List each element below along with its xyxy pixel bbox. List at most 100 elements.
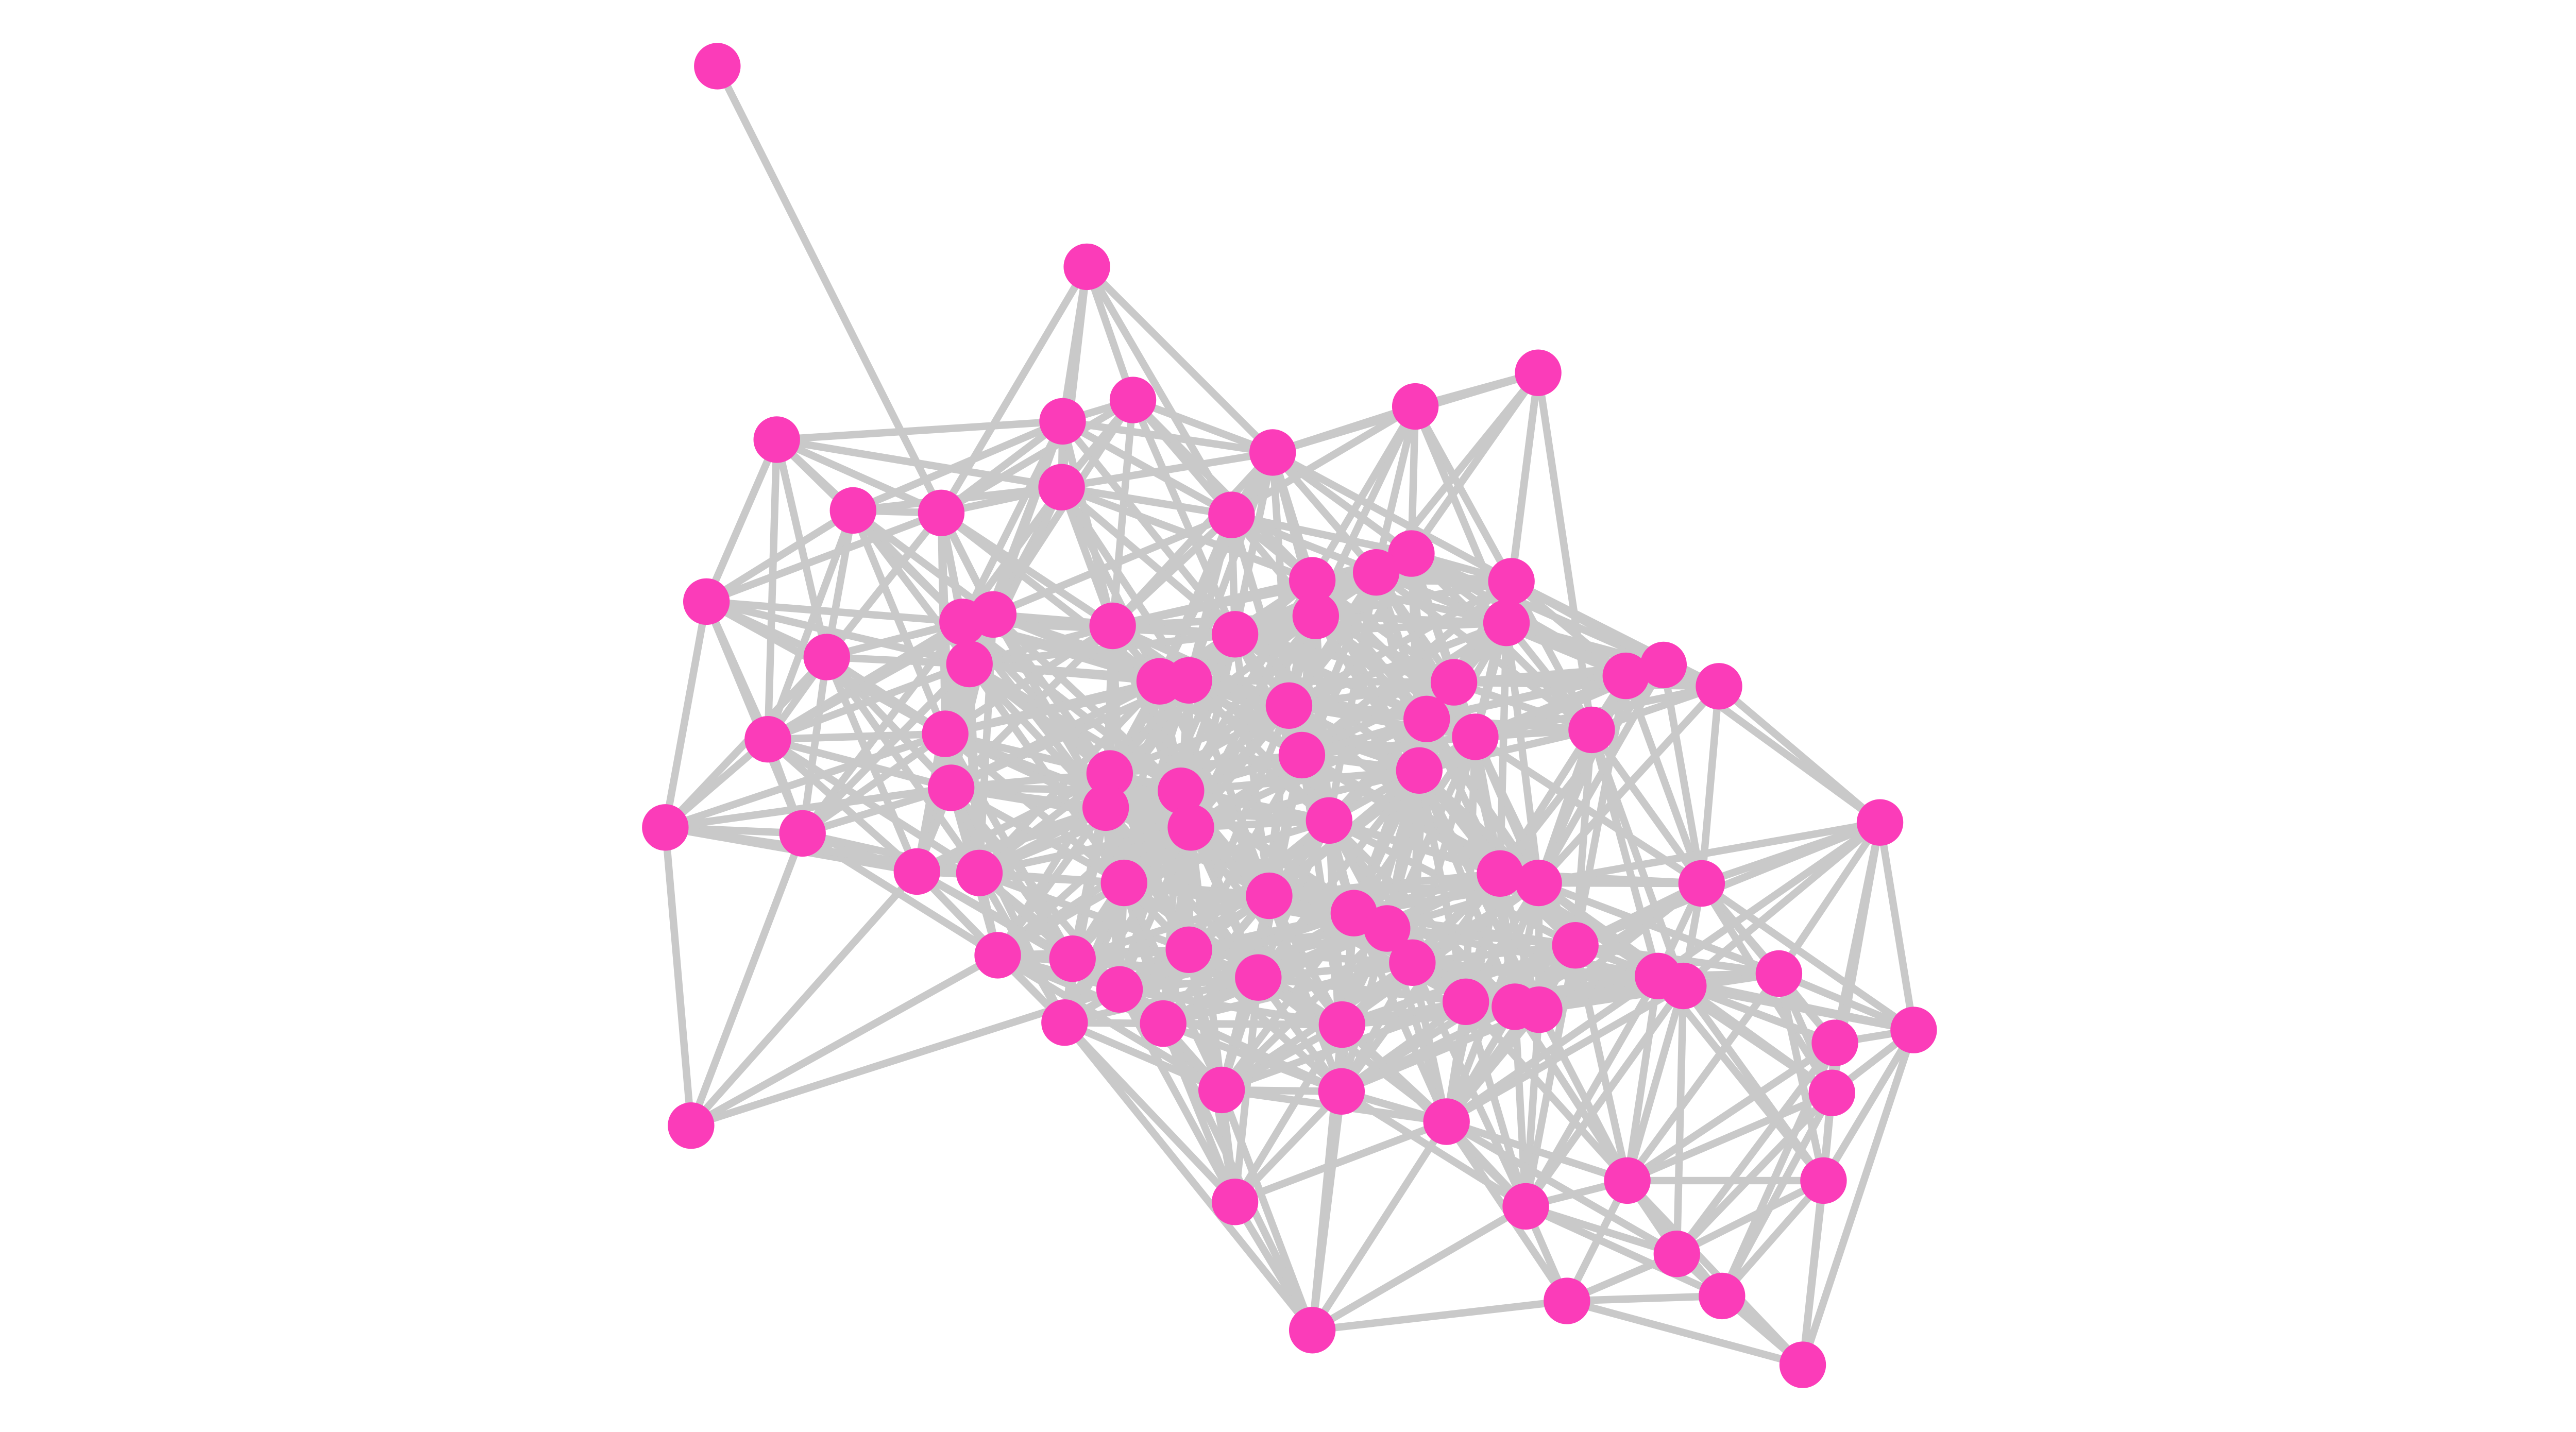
graph-node <box>1278 731 1326 779</box>
graph-edge <box>1287 619 1508 709</box>
graph-edge <box>978 787 1183 877</box>
graph-edge <box>776 436 1062 491</box>
graph-node <box>1483 600 1530 646</box>
graph-edge <box>1063 974 1259 1027</box>
graph-edge <box>1271 403 1417 456</box>
graph-edge <box>1574 942 1780 978</box>
graph-edge <box>1682 982 1837 1047</box>
graph-node <box>1038 464 1085 510</box>
graph-edge <box>1189 676 1454 686</box>
graph-node <box>1039 398 1086 445</box>
graph-node <box>1755 950 1803 997</box>
graph-edge <box>773 438 831 658</box>
graph-node <box>893 848 940 895</box>
graph-edge <box>662 601 710 828</box>
graph-node <box>1515 859 1562 907</box>
graph-edge <box>995 879 1126 959</box>
graph-edge <box>688 869 920 1128</box>
graph-edge <box>662 827 695 1126</box>
graph-node <box>1890 1007 1937 1053</box>
graph-node <box>694 43 741 90</box>
graph-edge <box>1624 971 1782 1183</box>
graph-edge <box>1109 751 1302 777</box>
graph-edge <box>1301 733 1476 759</box>
graph-edge <box>1719 1178 1826 1299</box>
graph-node <box>1488 558 1535 605</box>
graph-edge <box>1071 892 1270 963</box>
graph-edge <box>1777 970 1916 1034</box>
graph-edge <box>995 788 1184 958</box>
graph-edge <box>799 656 831 834</box>
graph-edge <box>706 598 963 626</box>
graph-edge <box>1415 770 1470 1003</box>
graph-edge <box>1775 973 1827 1182</box>
graph-edge <box>938 265 1090 515</box>
graph-edge <box>1535 728 1596 884</box>
graph-node <box>1306 797 1352 844</box>
graph-edge <box>1083 265 1137 401</box>
graph-node <box>744 716 791 763</box>
graph-edge <box>689 952 1000 1129</box>
graph-node <box>1516 986 1563 1033</box>
graph-node <box>1388 530 1435 577</box>
graph-node <box>1063 243 1110 291</box>
graph-edge <box>969 630 1235 668</box>
graph-edge <box>1522 1009 1543 1207</box>
graph-edge <box>1131 396 1274 456</box>
graph-edge <box>1072 954 1259 981</box>
graph-node <box>1452 713 1499 760</box>
graph-node <box>1552 922 1599 969</box>
graph-node <box>1699 1272 1745 1320</box>
graph-edge <box>1288 678 1455 709</box>
graph-edge <box>1315 577 1512 620</box>
graph-edge <box>1340 880 1541 1028</box>
graph-edge <box>1681 820 1883 989</box>
graph-edge <box>1234 630 1455 686</box>
graph-edge <box>1061 418 1233 518</box>
graph-node <box>1800 1157 1847 1204</box>
graph-node <box>753 416 800 463</box>
graph-edge <box>1408 406 1419 554</box>
graph-edge <box>1522 983 1687 1209</box>
graph-node <box>1653 1231 1700 1277</box>
graph-node <box>1249 429 1296 476</box>
graph-edge <box>1300 679 1456 759</box>
graph-edge <box>1340 1088 1528 1210</box>
graph-edge <box>687 832 806 1127</box>
graph-node <box>1544 1277 1590 1324</box>
graph-node <box>1049 935 1096 982</box>
graph-edge <box>1269 450 1379 575</box>
graph-node <box>1289 1307 1336 1354</box>
graph-node <box>1604 1157 1651 1204</box>
graph-edge <box>1061 449 1274 491</box>
graph-node <box>1158 768 1205 814</box>
graph-node <box>1602 652 1649 700</box>
graph-edge <box>1623 975 1662 1181</box>
graph-edge <box>1190 766 1420 831</box>
graph-edge <box>1588 728 1687 987</box>
graph-edge <box>1117 817 1332 993</box>
graph-edge <box>1410 550 1665 669</box>
graph-edge <box>1876 822 1918 1031</box>
graph-edge <box>768 730 945 743</box>
graph-edge <box>978 870 1191 953</box>
graph-node <box>642 804 689 851</box>
graph-edge <box>1163 1019 1342 1029</box>
graph-edge <box>1230 511 1378 576</box>
graph-node <box>1640 641 1687 689</box>
graph-node <box>1808 1069 1855 1116</box>
graph-edge <box>1625 1039 1837 1184</box>
graph-edge <box>978 824 1192 877</box>
graph-edge <box>851 507 996 618</box>
graph-node <box>1811 1019 1858 1066</box>
graph-node <box>1140 1000 1187 1047</box>
graph-node <box>1100 859 1147 907</box>
graph-edge <box>766 660 971 743</box>
graph-edge <box>1674 1041 1838 1256</box>
graph-edge <box>705 509 943 605</box>
graph-node <box>1318 1001 1365 1048</box>
graph-edge <box>1566 1297 1804 1369</box>
graph-node <box>1165 926 1212 974</box>
graph-edge <box>1573 819 1882 949</box>
